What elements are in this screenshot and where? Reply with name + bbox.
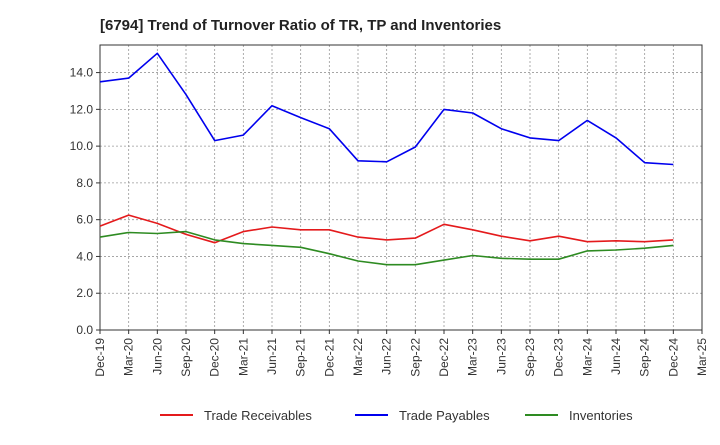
x-tick-label: Dec-20: [208, 338, 222, 377]
y-tick-label: 2.0: [76, 286, 93, 300]
x-tick-label: Jun-23: [494, 338, 508, 375]
x-tick-label: Dec-23: [552, 338, 566, 377]
y-tick-label: 10.0: [70, 139, 94, 153]
x-tick-label: Mar-21: [236, 338, 250, 376]
x-tick-label: Mar-20: [122, 338, 136, 376]
x-tick-label: Mar-24: [580, 338, 594, 376]
axes: 0.0 2.0 4.0 6.0 8.0 10.0 12.0 14.0 Dec-19 Mar-20 J…: [70, 44, 709, 377]
series-line-2: [99, 230, 674, 266]
y-tick-label: 12.0: [70, 102, 94, 116]
legend-label: Inventories: [569, 408, 633, 423]
x-tick-label: Mar-25: [695, 338, 709, 376]
grid: [100, 45, 702, 330]
series-line-0: [99, 214, 674, 244]
y-tick-label: 6.0: [76, 213, 93, 227]
chart-title: [6794] Trend of Turnover Ratio of TR, TP…: [100, 17, 501, 34]
y-tick-label: 4.0: [76, 249, 93, 263]
x-tick-label: Mar-22: [351, 338, 365, 376]
x-tick-label: Sep-23: [523, 338, 537, 377]
y-tick-label: 8.0: [76, 176, 93, 190]
x-tick-label: Dec-24: [666, 338, 680, 377]
legend-label: Trade Receivables: [204, 408, 312, 423]
x-tick-label: Sep-21: [294, 338, 308, 377]
x-tick-label: Jun-22: [380, 338, 394, 375]
x-tick-label: Mar-23: [466, 338, 480, 376]
y-tick-label: 0.0: [76, 323, 93, 337]
x-tick-label: Jun-24: [609, 338, 623, 375]
x-tick-label: Jun-21: [265, 338, 279, 375]
x-tick-label: Dec-19: [93, 338, 107, 377]
series-lines: [99, 52, 674, 266]
x-tick-label: Dec-22: [437, 338, 451, 377]
plot-frame: [99, 44, 703, 331]
legend: Trade Receivables Trade Payables Inventori…: [160, 408, 633, 423]
series-line-1: [99, 52, 674, 166]
x-tick-label: Jun-20: [150, 338, 164, 375]
x-tick-label: Sep-22: [408, 338, 422, 377]
x-tick-label: Dec-21: [322, 338, 336, 377]
x-tick-label: Sep-20: [179, 338, 193, 377]
y-tick-label: 14.0: [70, 66, 94, 80]
legend-label: Trade Payables: [399, 408, 490, 423]
x-tick-label: Sep-24: [638, 338, 652, 377]
